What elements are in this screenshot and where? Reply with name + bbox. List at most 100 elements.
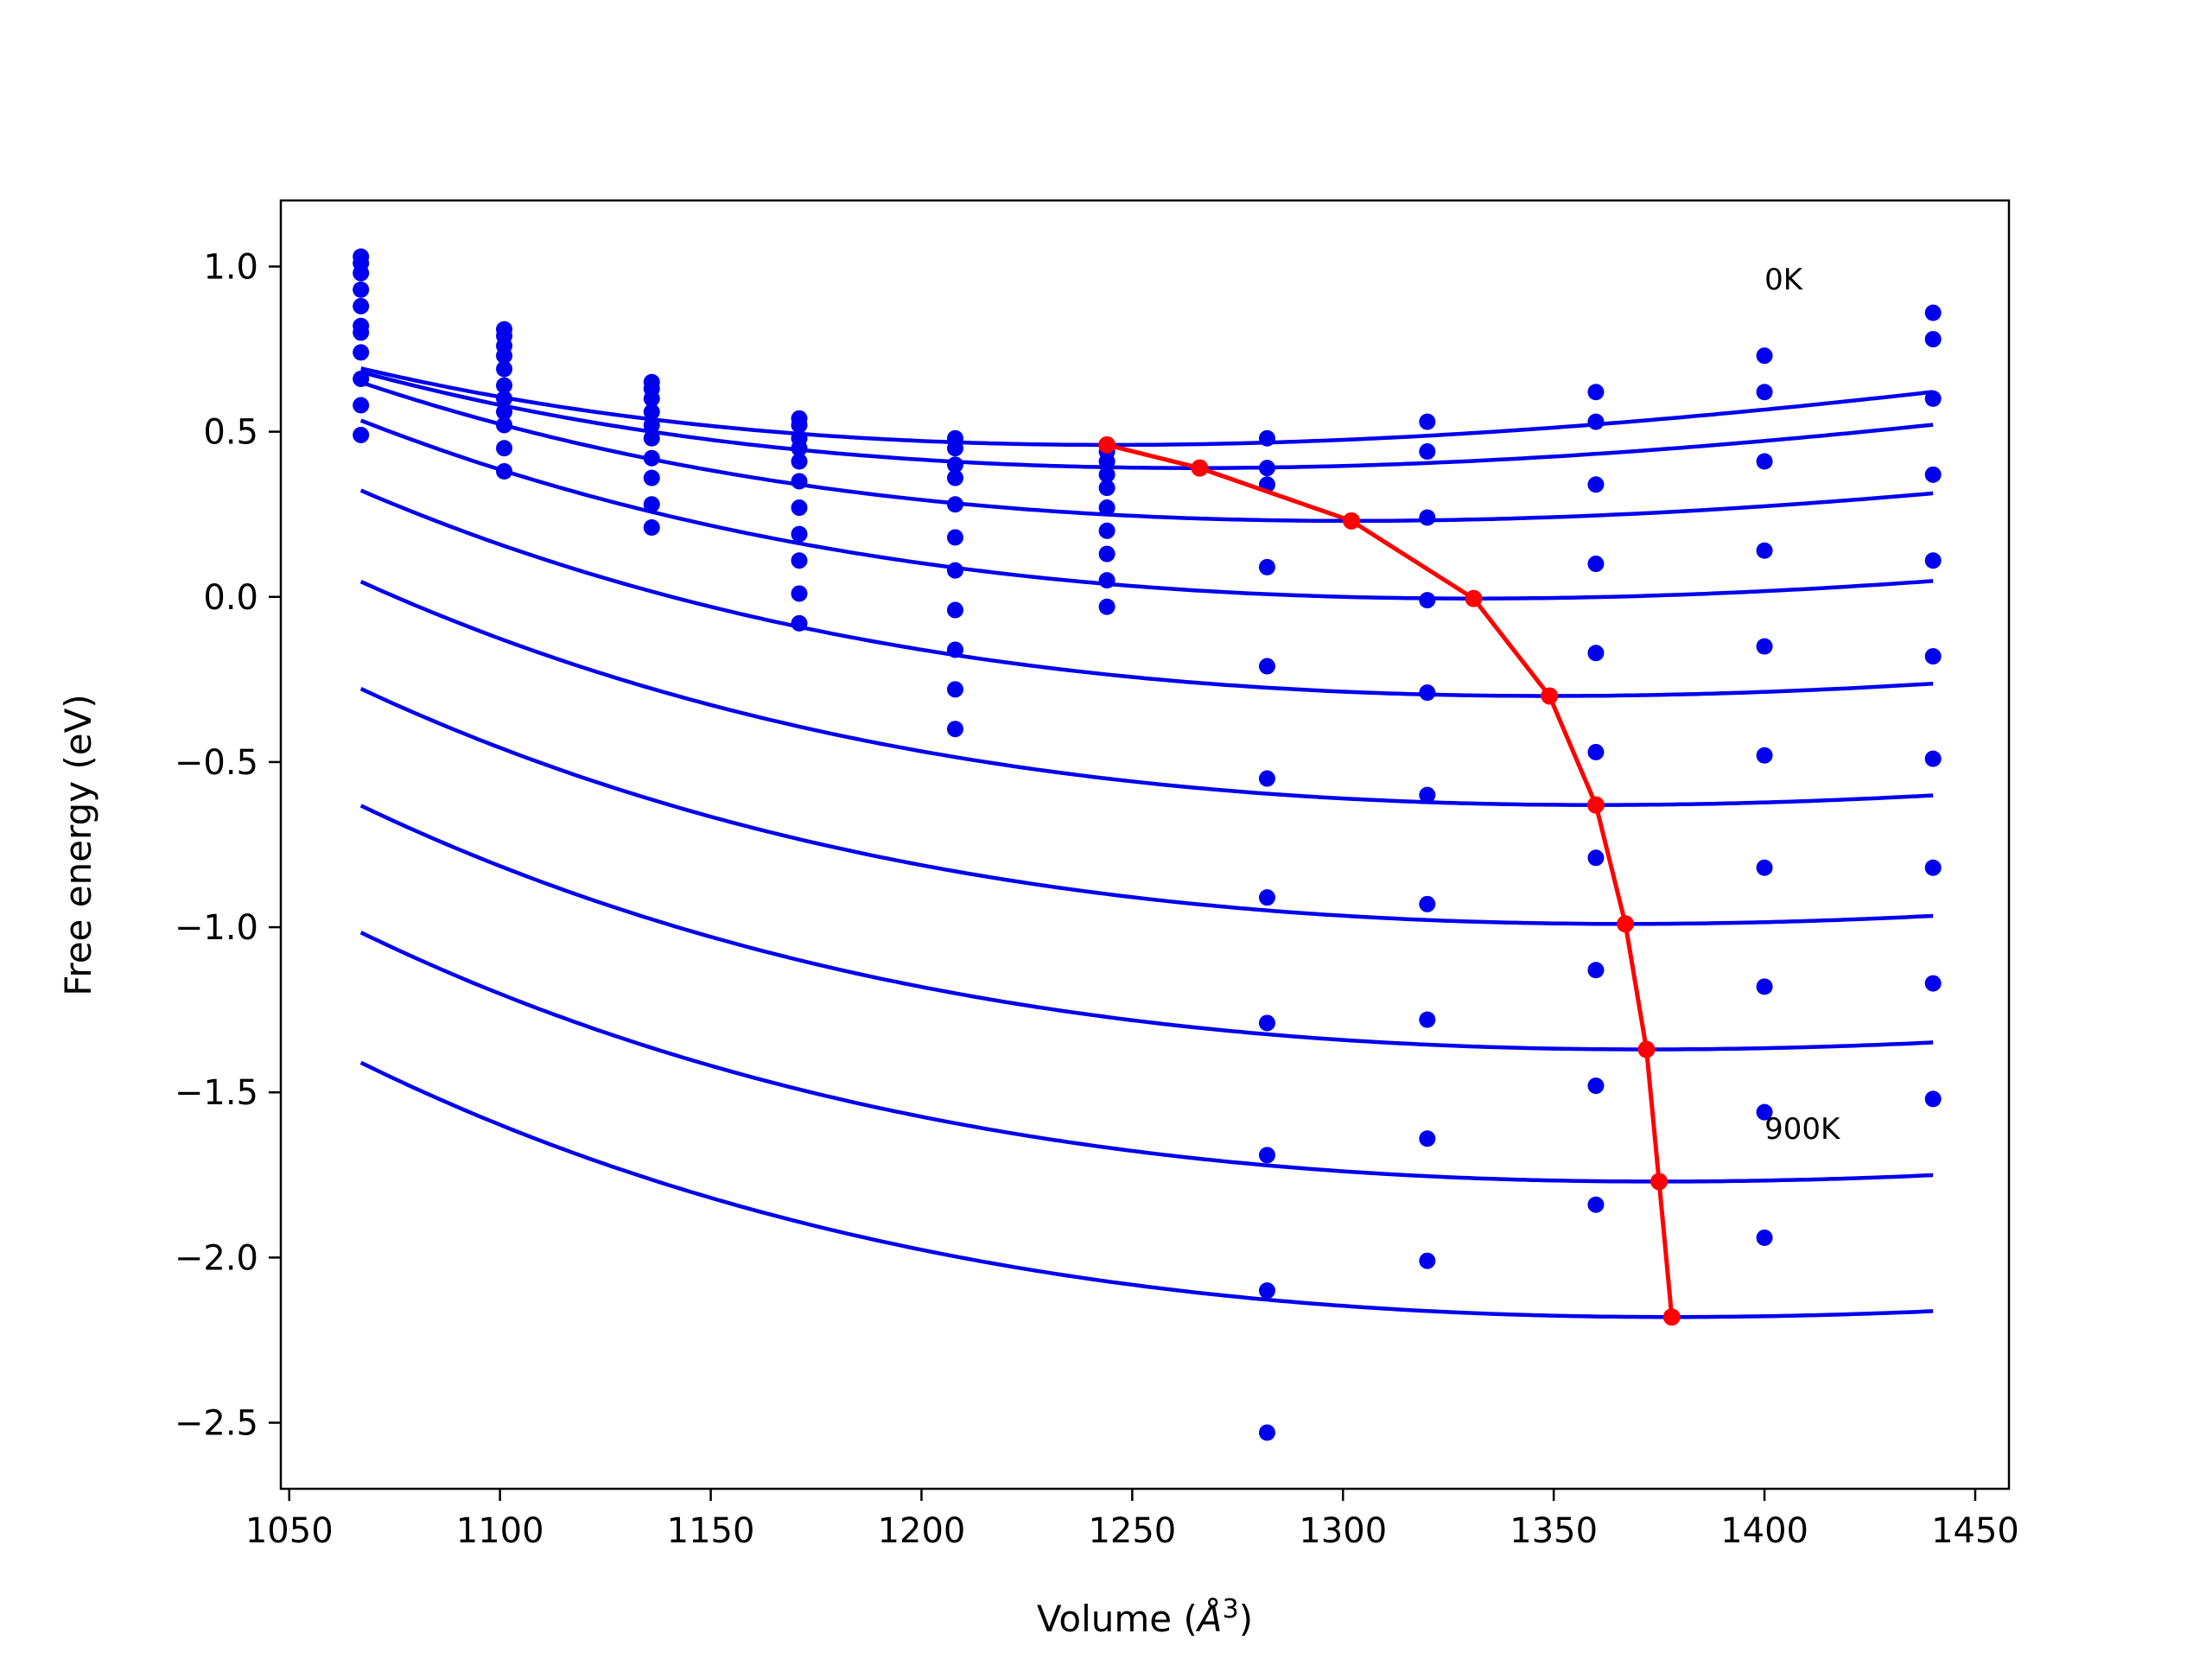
data-point [496,390,513,407]
data-point [1258,658,1275,675]
data-point [496,440,513,457]
y-tick-label: 0.0 [203,578,258,618]
data-point [643,429,660,447]
eos-curve-700k [359,804,1934,1052]
data-point [1587,962,1605,979]
y-tick-label: −1.5 [175,1073,258,1113]
data-point [1098,466,1116,483]
data-point [1258,1014,1275,1032]
data-point [1587,849,1605,867]
data-point [946,456,963,474]
data-point [353,297,370,315]
x-axis-label: Volume (Å3) [1037,1594,1253,1640]
data-point [1587,556,1605,573]
data-point [791,473,808,490]
eos-curve-200k [359,380,1934,524]
data-point [643,518,660,536]
minima-series [1098,435,1681,1326]
data-point [946,562,963,579]
data-point [1756,747,1773,764]
data-point [1258,1424,1275,1441]
data-point [353,344,370,361]
eos-curve-100k [360,370,1934,470]
data-point [1587,1196,1605,1213]
data-point [791,585,808,602]
minima-point [1098,435,1116,454]
series-curves [359,366,1934,1319]
data-point [643,469,660,486]
y-tick-label: −2.5 [175,1404,258,1444]
data-point [1419,413,1436,430]
y-tick-label: −2.0 [175,1238,258,1278]
y-axis: 1.0 0.5 0.0 −0.5 −1.0 −1.5 −2.0 −2.5 [175,247,281,1444]
data-point [1098,499,1116,517]
x-axis-label-close: ) [1239,1598,1253,1640]
data-point [1924,648,1942,665]
minima-point [1586,796,1605,814]
x-tick-label: 1150 [667,1511,755,1551]
x-tick-label: 1400 [1720,1511,1808,1551]
data-point [791,614,808,632]
x-axis-label-text: Volume ( [1037,1598,1198,1640]
data-point [353,324,370,341]
data-point [1258,1282,1275,1300]
data-point [791,440,808,457]
data-point [946,496,963,513]
data-point [1756,347,1773,365]
data-point [946,469,963,486]
data-point [1419,1252,1436,1269]
data-point [353,281,370,298]
data-point [1258,770,1275,787]
data-point [1419,786,1436,804]
x-tick-label: 1050 [245,1511,334,1551]
data-point [1098,545,1116,563]
data-point [1756,542,1773,559]
data-point [1419,443,1436,461]
eos-curve-300k [359,418,1934,601]
data-point [1587,743,1605,760]
x-axis-label-exponent: 3 [1223,1594,1239,1624]
data-point [353,426,370,443]
data-point [1098,572,1116,589]
x-tick-label: 1350 [1510,1511,1598,1551]
data-point [643,416,660,434]
minima-point [1191,459,1209,477]
eos-curve-400k [359,488,1934,698]
minima-point [1617,915,1635,933]
data-point [1924,1090,1942,1108]
data-point [353,370,370,387]
data-point [1419,895,1436,912]
series-points [353,248,1942,1441]
x-tick-label: 1450 [1931,1511,2019,1551]
data-point [791,453,808,470]
eos-curve-900k [359,1060,1934,1319]
data-point [1258,1147,1275,1164]
data-point [946,601,963,619]
data-point [353,264,370,282]
data-point [643,404,660,421]
y-tick-label: 0.5 [203,413,258,453]
minima-line [1106,442,1675,1318]
data-point [643,449,660,467]
data-point [643,496,660,513]
data-point [1924,975,1942,992]
data-point [946,440,963,457]
data-point [1587,1077,1605,1095]
data-point [1587,384,1605,401]
plot-frame [279,199,2011,1491]
data-point [1924,750,1942,767]
data-point [1419,1011,1436,1028]
data-point [791,499,808,517]
data-point [496,462,513,480]
data-point [1756,453,1773,470]
annotation-0k: 0K [1764,263,1804,297]
x-tick-label: 1300 [1299,1511,1387,1551]
data-point [946,721,963,738]
data-point [1756,1103,1773,1121]
data-point [1924,466,1942,483]
data-point [1924,390,1942,407]
data-point [1756,859,1773,876]
data-point [1258,460,1275,477]
data-point [946,681,963,698]
x-axis-label-symbol: Å [1195,1597,1223,1640]
